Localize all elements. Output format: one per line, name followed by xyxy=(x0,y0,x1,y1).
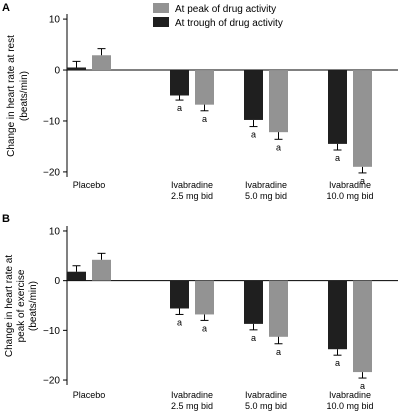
bar xyxy=(170,280,189,309)
panel-a-ylabel-line-1: Change in heart rate at rest xyxy=(6,35,17,157)
significance-label: a xyxy=(177,317,182,327)
significance-label: a xyxy=(202,323,207,333)
panel-b-letter: B xyxy=(2,213,10,225)
category-label: Ivabradine xyxy=(329,390,371,400)
y-tick-label: −20 xyxy=(43,376,60,387)
significance-label: a xyxy=(360,381,365,391)
bar xyxy=(67,271,86,281)
category-label: 10.0 mg bid xyxy=(326,191,373,201)
bar xyxy=(195,70,214,105)
category-label: Ivabradine xyxy=(171,390,213,400)
category-label: Placebo xyxy=(73,180,106,190)
panel-a: A Change in heart rate at rest (beats/mi… xyxy=(2,2,398,201)
bar xyxy=(92,55,111,71)
category-label: Ivabradine xyxy=(245,390,287,400)
panel-b-ylabel-line-3: (beats/min) xyxy=(28,281,39,331)
y-tick-label: 0 xyxy=(54,276,60,287)
bar xyxy=(67,67,86,71)
category-label: 5.0 mg bid xyxy=(245,401,287,411)
significance-label: a xyxy=(276,347,281,357)
y-tick-label: 10 xyxy=(49,15,61,26)
significance-label: a xyxy=(335,358,340,368)
legend-swatch-trough xyxy=(153,17,169,27)
legend-label-trough: At trough of drug activity xyxy=(175,18,283,29)
bar xyxy=(244,70,263,120)
legend-swatch-peak xyxy=(153,3,169,13)
category-label: Ivabradine xyxy=(171,180,213,190)
category-label: 5.0 mg bid xyxy=(245,191,287,201)
category-label: Ivabradine xyxy=(245,180,287,190)
y-tick-label: 0 xyxy=(54,66,60,77)
significance-label: a xyxy=(251,333,256,343)
panel-b: B Change in heart rate at peak of exerci… xyxy=(2,213,398,411)
bar xyxy=(195,280,214,315)
panel-b-ylabel-line-2: peak of exercise xyxy=(16,269,27,342)
bar xyxy=(92,259,111,281)
significance-label: a xyxy=(276,142,281,152)
bar xyxy=(269,70,288,133)
significance-label: a xyxy=(360,176,365,186)
category-label: 2.5 mg bid xyxy=(171,401,213,411)
significance-label: a xyxy=(202,114,207,124)
y-tick-label: −10 xyxy=(43,326,60,337)
y-tick-label: −20 xyxy=(43,167,60,178)
bar xyxy=(328,70,347,144)
category-label: Placebo xyxy=(73,390,106,400)
panel-a-letter: A xyxy=(2,2,10,14)
significance-label: a xyxy=(251,130,256,140)
y-tick-label: −10 xyxy=(43,116,60,127)
bar xyxy=(328,280,347,350)
y-tick-label: 10 xyxy=(49,226,61,237)
category-label: 2.5 mg bid xyxy=(171,191,213,201)
bar xyxy=(353,70,372,167)
legend-label-peak: At peak of drug activity xyxy=(175,4,276,15)
significance-label: a xyxy=(177,103,182,113)
bar xyxy=(269,280,288,337)
bar xyxy=(353,280,372,373)
category-label: 10.0 mg bid xyxy=(326,401,373,411)
legend: At peak of drug activity At trough of dr… xyxy=(153,3,283,29)
bar xyxy=(244,280,263,324)
panel-a-ylabel-line-2: (beats/min) xyxy=(19,71,30,121)
bar xyxy=(170,70,189,96)
category-label: Ivabradine xyxy=(329,180,371,190)
significance-label: a xyxy=(335,153,340,163)
panel-b-ylabel-line-1: Change in heart rate at xyxy=(4,255,15,358)
